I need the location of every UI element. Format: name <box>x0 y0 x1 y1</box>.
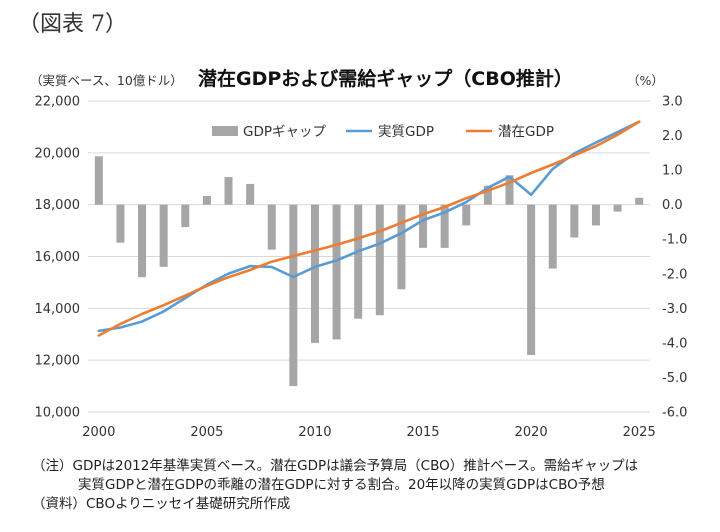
gdp-gap-bar <box>419 204 428 248</box>
gdp-gap-bar <box>483 185 492 205</box>
note-line-1: （注）GDPは2012年基準実質ベース。潜在GDPは議会予算局（CBO）推計ベー… <box>32 458 639 474</box>
left-tick-label: 22,000 <box>35 95 81 110</box>
right-tick-label: 1.0 <box>662 164 683 179</box>
gdp-gap-bar <box>310 204 319 343</box>
gdp-gap-bar <box>267 204 276 250</box>
legend-real-label: 実質GDP <box>378 124 434 140</box>
gdp-gap-bar <box>570 204 579 238</box>
left-tick-label: 10,000 <box>35 406 81 421</box>
real-gdp-line <box>97 120 641 333</box>
legend-gap-swatch <box>212 126 238 136</box>
gdp-gap-bar <box>116 204 125 243</box>
gdp-gap-bar <box>613 204 622 212</box>
right-tick-label: 3.0 <box>662 95 683 110</box>
figure-label: （図表 7） <box>18 12 127 37</box>
left-tick-label: 16,000 <box>35 250 81 265</box>
right-tick-label: -6.0 <box>662 406 687 421</box>
gdp-gap-bar <box>440 204 449 248</box>
notes: （注）GDPは2012年基準実質ベース。潜在GDPは議会予算局（CBO）推計ベー… <box>32 457 638 514</box>
chart-title: 潜在GDPおよび需給ギャップ（CBO推計） <box>198 68 573 90</box>
x-tick-label: 2005 <box>190 425 223 440</box>
gdp-gap-bar <box>181 204 190 228</box>
x-tick-label: 2020 <box>515 425 548 440</box>
left-tick-label: 20,000 <box>35 146 81 161</box>
x-tick-label: 2015 <box>406 425 439 440</box>
right-tick-label: -5.0 <box>662 371 687 386</box>
left-tick-label: 14,000 <box>35 302 81 317</box>
gdp-gap-bar <box>548 204 557 269</box>
gdp-gap-bar <box>397 204 406 290</box>
right-axis-unit-label: （%） <box>627 73 664 88</box>
left-tick-label: 18,000 <box>35 198 81 213</box>
gdp-gap-bar <box>635 197 644 205</box>
source-line: （資料）CBOよりニッセイ基礎研究所作成 <box>32 496 291 512</box>
gdp-gap-bar <box>332 204 341 340</box>
note-line-2: 実質GDPと潜在GDPの乖離の潜在GDPに対する割合。20年以降の実質GDPはC… <box>78 477 605 493</box>
right-tick-label: -1.0 <box>662 233 687 248</box>
gdp-gap-bar <box>246 183 255 205</box>
gdp-gap-bar <box>159 204 168 267</box>
left-tick-label: 12,000 <box>35 354 81 369</box>
x-tick-label: 2010 <box>298 425 331 440</box>
x-tick-label: 2000 <box>82 425 115 440</box>
gdp-gap-bar <box>224 177 233 205</box>
gdp-gap-bar <box>202 196 211 205</box>
gdp-gap-bar <box>591 204 600 226</box>
right-tick-label: 0.0 <box>662 198 683 213</box>
left-axis-unit-label: （実質ベース、10億ドル） <box>30 73 183 88</box>
gdp-gap-bar <box>354 204 363 319</box>
gdp-gap-bar <box>289 204 298 387</box>
gdp-gap-bar <box>505 175 514 205</box>
right-tick-label: 2.0 <box>662 129 683 144</box>
gdp-gap-bar <box>462 204 471 226</box>
potential-gdp-line <box>97 120 641 337</box>
x-tick-label: 2025 <box>623 425 656 440</box>
gdp-gap-bar <box>138 204 147 278</box>
right-tick-label: -3.0 <box>662 302 687 317</box>
legend-gap-label: GDPギャップ <box>243 124 326 140</box>
gdp-gap-bar <box>375 204 384 316</box>
legend-potential-label: 潜在GDP <box>498 124 554 140</box>
gdp-gap-bar <box>94 156 103 205</box>
right-tick-label: -4.0 <box>662 336 687 351</box>
gdp-gap-bar <box>527 204 536 355</box>
right-tick-label: -2.0 <box>662 267 687 282</box>
